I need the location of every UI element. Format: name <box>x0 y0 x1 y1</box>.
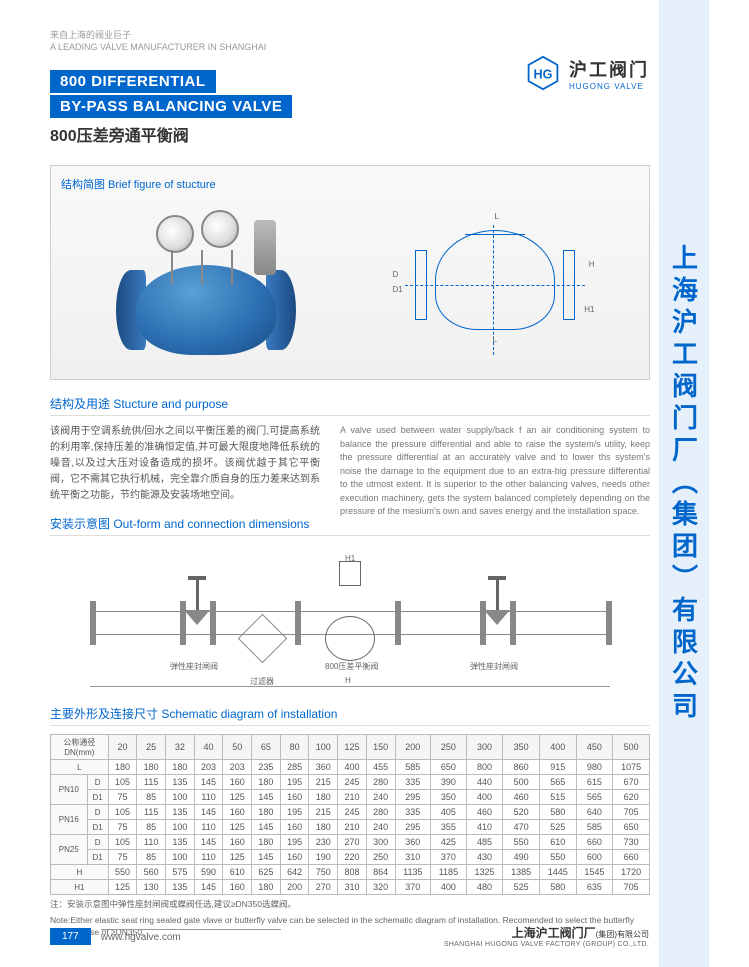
gate-valve-icon <box>182 576 212 636</box>
dimensions-table: 公称通径DN(mm)202532405065801001251502002503… <box>50 734 650 895</box>
gauge-icon <box>201 210 239 248</box>
page-number: 177 <box>50 928 91 945</box>
header-tagline: 来自上海的阀业巨子 A LEADING VALVE MANUFACTURER I… <box>50 30 266 53</box>
footer: 177 www.hgvalve.com 上海沪工阀门厂(集团)有限公司 SHAN… <box>0 925 749 947</box>
side-band: 上海沪工阀门厂（集团）有限公司 <box>659 0 709 967</box>
logo-text-cn: 沪工阀门 <box>569 56 649 82</box>
dimensions-table-section: 主要外形及连接尺寸 Schematic diagram of installat… <box>50 705 650 939</box>
gauge-icon <box>156 215 194 253</box>
outform-section: 安装示意图 Out-form and connection dimensions… <box>50 515 650 696</box>
brief-figure: 结构简图 Brief figure of stucture L L H H1 D… <box>50 165 650 380</box>
gate-valve-icon <box>482 576 512 636</box>
blueprint-drawing: L L H H1 D D1 <box>375 210 615 370</box>
svg-text:HG: HG <box>534 67 553 81</box>
website-url: www.hgvalve.com <box>101 929 281 943</box>
installation-diagram: 弹性座封闸阀 过滤器 800压差平衡阀 弹性座封闸阀 H H1 <box>50 546 650 696</box>
logo: HG 沪工阀门 HUGONG VALVE <box>525 55 649 91</box>
valve-photo <box>86 205 326 375</box>
purpose-section: 结构及用途 Stucture and purpose 该阀用于空调系统供/回水之… <box>50 395 650 519</box>
logo-text-en: HUGONG VALVE <box>569 82 649 91</box>
page-title: 800 DIFFERENTIAL BY-PASS BALANCING VALVE… <box>50 70 292 146</box>
balance-valve-icon <box>320 561 380 641</box>
